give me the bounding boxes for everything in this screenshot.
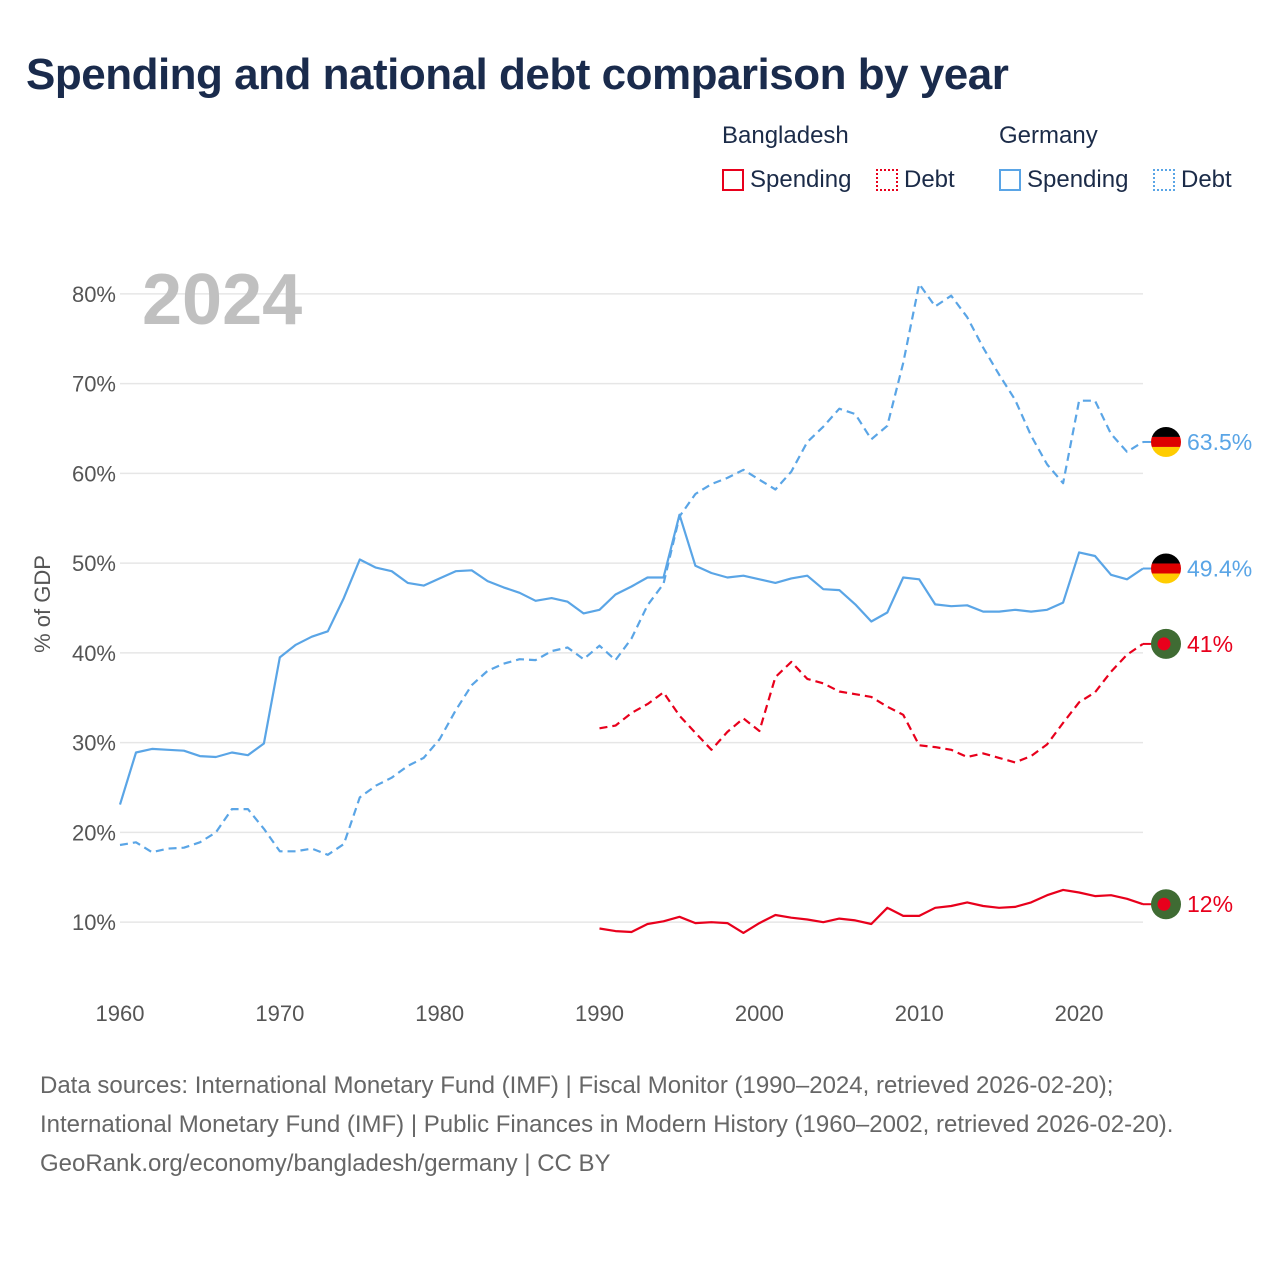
legend-label: Debt <box>1181 166 1232 193</box>
footer: Data sources: International Monetary Fun… <box>40 1066 1240 1183</box>
flag-stripes <box>1151 426 1181 457</box>
series <box>118 282 1144 934</box>
x-axis: 1960 1970 1980 1990 2000 2010 2020 <box>96 1001 1104 1026</box>
flag-stripe-red <box>1151 563 1181 574</box>
legend-group-germany: Germany <box>999 122 1098 149</box>
y-axis: 10% 20% 30% 40% 50% 60% 70% 80% <box>72 282 116 935</box>
legend-label: Spending <box>1027 166 1129 193</box>
line-chart: 2024 10%20%30%40%50%60%70%80% 1960 1970 19… <box>30 260 1252 1026</box>
grid-lines <box>120 293 1143 923</box>
flag-stripe-gold <box>1151 573 1181 584</box>
dotted-swatch-icon <box>876 169 898 191</box>
x-tick-label: 1980 <box>415 1001 464 1026</box>
end-markers: 63.5% 49.4% 41% 12% <box>1143 426 1252 920</box>
y-tick-label: 10% <box>72 910 116 935</box>
end-value-label: 12% <box>1187 891 1233 917</box>
chart-title: Spending and national debt comparison by… <box>26 50 1009 99</box>
series-line-bangladesh-spending <box>599 888 1144 934</box>
x-tick-label: 2010 <box>895 1001 944 1026</box>
germany-flag-icon <box>1151 426 1181 457</box>
bangladesh-flag-icon <box>1151 628 1181 659</box>
y-tick-label: 40% <box>72 641 116 666</box>
series-line-germany-debt <box>119 282 1144 856</box>
legend-item-germany-debt[interactable]: Debt <box>1153 166 1232 194</box>
flag-stripe-black <box>1151 553 1181 564</box>
flag-stripe-gold <box>1151 446 1181 457</box>
year-overlay: 2024 <box>142 260 302 340</box>
x-tick-label: 2000 <box>735 1001 784 1026</box>
x-tick-label: 1970 <box>255 1001 304 1026</box>
y-tick-label: 60% <box>72 461 116 486</box>
flag-stripe-black <box>1151 426 1181 437</box>
y-tick-label: 70% <box>72 372 116 397</box>
credit-link[interactable]: GeoRank.org/economy/bangladesh/germany |… <box>40 1150 611 1177</box>
solid-swatch-icon <box>722 169 744 191</box>
x-tick-label: 1960 <box>96 1001 145 1026</box>
germany-flag-icon <box>1151 553 1181 584</box>
y-tick-label: 50% <box>72 551 116 576</box>
y-axis-label: % of GDP <box>30 555 55 653</box>
data-sources: Data sources: International Monetary Fun… <box>40 1072 1174 1138</box>
end-value-label: 63.5% <box>1187 429 1252 455</box>
legend-item-bangladesh-spending[interactable]: Spending <box>722 166 851 194</box>
end-value-label: 49.4% <box>1187 556 1252 582</box>
solid-swatch-icon <box>999 169 1021 191</box>
x-tick-label: 1990 <box>575 1001 624 1026</box>
legend-label: Debt <box>904 166 955 193</box>
x-tick-label: 2020 <box>1055 1001 1104 1026</box>
legend-group-bangladesh: Bangladesh <box>722 122 849 149</box>
legend-label: Spending <box>750 166 852 193</box>
y-tick-label: 20% <box>72 820 116 845</box>
flag-stripe-red <box>1151 436 1181 447</box>
y-tick-label: 30% <box>72 731 116 756</box>
y-tick-label: 80% <box>72 282 116 307</box>
legend-item-germany-spending[interactable]: Spending <box>999 166 1128 194</box>
bangladesh-flag-icon <box>1151 889 1181 920</box>
flag-stripes <box>1151 553 1181 584</box>
flag-disc-red <box>1157 637 1171 651</box>
series-line-germany-spending <box>118 513 1144 805</box>
end-value-label: 41% <box>1187 631 1233 657</box>
legend-item-bangladesh-debt[interactable]: Debt <box>876 166 955 194</box>
flag-disc-red <box>1157 897 1171 911</box>
series-line-bangladesh-debt <box>599 642 1144 764</box>
dotted-swatch-icon <box>1153 169 1175 191</box>
